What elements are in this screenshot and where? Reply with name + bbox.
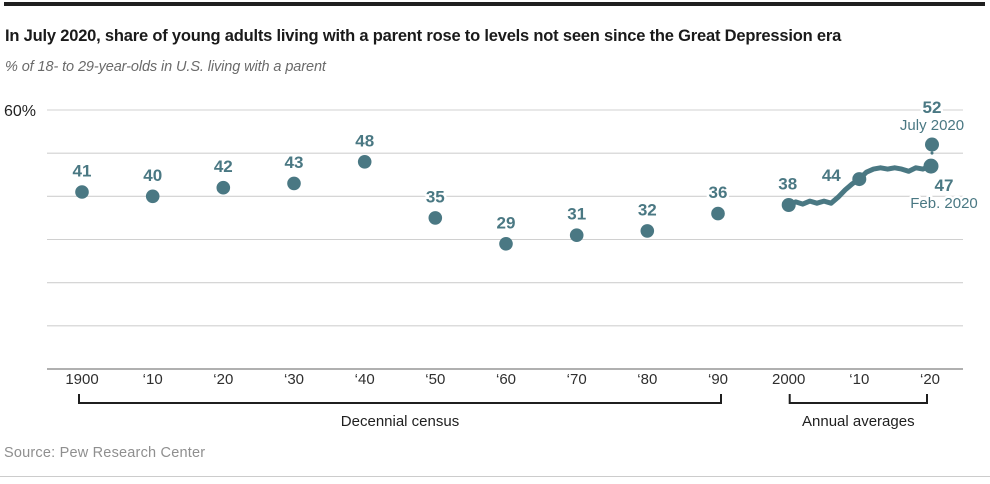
bracket-label: Decennial census (341, 413, 459, 430)
bracket-label: Annual averages (802, 413, 915, 430)
data-point-label: 47 (935, 176, 954, 195)
data-point-label: 41 (73, 162, 92, 181)
x-tick-label: ‘20 (920, 371, 940, 388)
data-point (357, 155, 372, 169)
bracket-line (788, 394, 928, 404)
data-point-label: 31 (567, 205, 586, 224)
data-point (711, 206, 725, 221)
data-point (640, 224, 655, 238)
data-point-label: 36 (709, 183, 728, 202)
data-point (428, 211, 443, 225)
date-label: July 2020 (900, 117, 964, 134)
bracket-line (78, 394, 722, 404)
bottom-divider (0, 476, 990, 477)
chart-subtitle: % of 18- to 29-year-olds in U.S. living … (5, 59, 326, 75)
data-point (925, 137, 939, 152)
data-point (75, 185, 89, 199)
data-point (852, 172, 867, 187)
x-tick-label: 2000 (772, 371, 805, 388)
data-point (781, 198, 796, 212)
data-point (287, 176, 301, 191)
annual-marked-points: 38 44 (776, 164, 867, 212)
data-point-label: 43 (285, 153, 304, 172)
axis-bracket: Decennial census (78, 394, 722, 430)
data-point-label: 48 (355, 131, 374, 150)
date-label: Feb. 2020 (910, 195, 978, 212)
data-point-label: 40 (143, 166, 162, 185)
chart-title: In July 2020, share of young adults livi… (5, 27, 842, 45)
data-point (499, 237, 513, 251)
x-tick-label: ‘70 (567, 371, 587, 388)
y-axis-top-label: 60% (4, 103, 36, 120)
data-point-label: 42 (214, 157, 233, 176)
data-point-label: 52 (923, 98, 942, 117)
top-accent-bar (4, 2, 985, 6)
gridlines (47, 109, 963, 370)
axis-bracket: Annual averages (788, 394, 928, 430)
source-note: Source: Pew Research Center (4, 445, 206, 461)
x-axis-ticks: 1900 ‘10 ‘20 ‘30 ‘40 ‘50 ‘60 ‘70 ‘80 ‘90 2000 ‘10 ‘2… (65, 371, 940, 388)
x-tick-label: ‘80 (637, 371, 657, 388)
x-tick-label: ‘20 (213, 371, 233, 388)
data-point-label: 44 (822, 166, 841, 185)
data-point-label: 38 (778, 175, 797, 194)
x-tick-label: ‘10 (849, 371, 869, 388)
data-point-label: 35 (426, 187, 445, 206)
data-point-label: 32 (638, 200, 657, 219)
x-tick-label: ‘10 (143, 371, 163, 388)
x-tick-label: ‘60 (496, 371, 516, 388)
x-tick-label: ‘40 (355, 371, 375, 388)
data-point-label: 29 (497, 213, 516, 232)
x-tick-label: ‘50 (425, 371, 445, 388)
x-tick-label: ‘90 (708, 371, 728, 388)
data-point (216, 180, 231, 195)
x-tick-label: 1900 (65, 371, 98, 388)
data-point (569, 228, 584, 242)
x-tick-label: ‘30 (284, 371, 304, 388)
data-point (145, 189, 160, 204)
data-point (923, 158, 939, 174)
decennial-census-points: 41 40 42 43 48 35 29 31 32 36 (70, 129, 730, 251)
